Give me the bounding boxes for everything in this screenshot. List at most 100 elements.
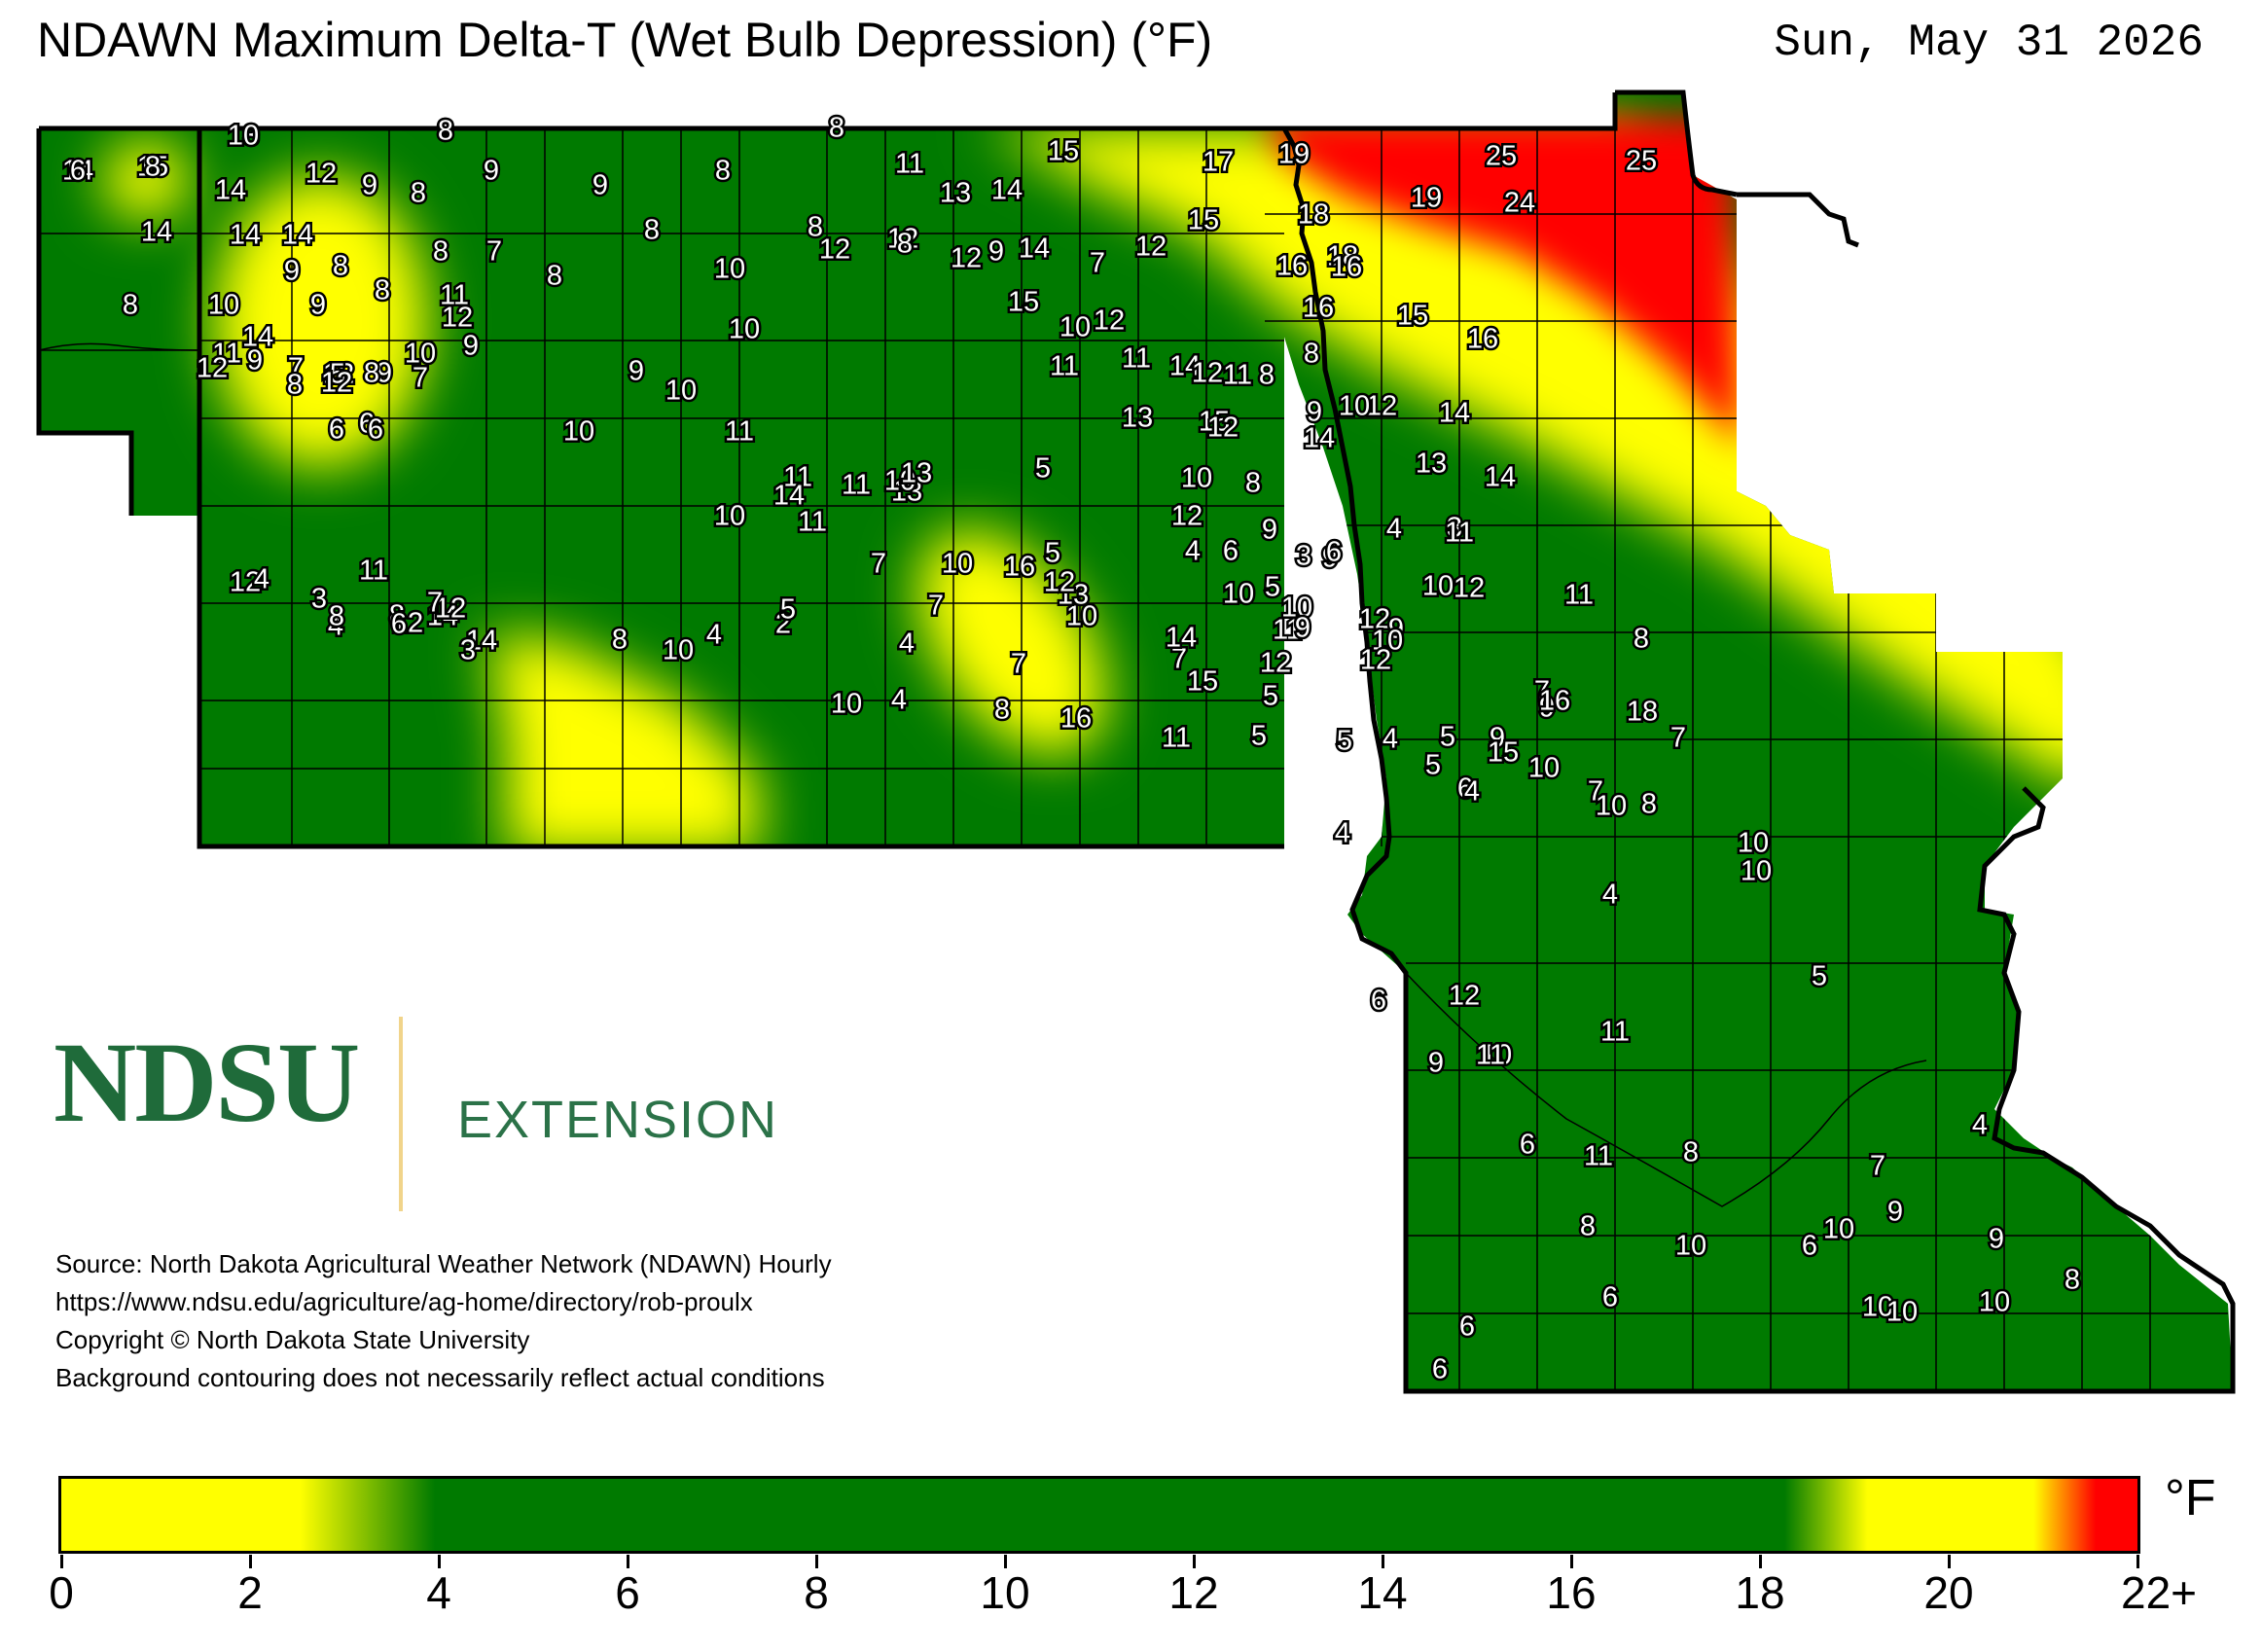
station-value: 10 (663, 635, 694, 666)
station-value: 10 (1481, 1040, 1512, 1071)
station-value: 12 (321, 368, 352, 399)
station-value: 9 (377, 358, 392, 389)
station-value: 12 (887, 224, 918, 255)
station-value: 10 (1862, 1292, 1893, 1323)
station-value: 14 (1485, 462, 1516, 493)
legend-tick (249, 1555, 252, 1568)
station-value: 8 (145, 152, 161, 183)
station-value: 10 (1422, 571, 1454, 602)
legend-tick (60, 1555, 63, 1568)
station-value: 7 (1670, 723, 1686, 754)
station-value: 10 (942, 549, 973, 580)
station-value: 7 (1588, 776, 1603, 808)
station-value: 8 (433, 236, 449, 268)
station-value: 9 (1428, 1048, 1444, 1079)
station-value: 12 (305, 159, 337, 190)
station-value: 10 (714, 254, 745, 285)
station-value: 25 (1626, 146, 1657, 177)
station-value: 3 (311, 584, 327, 615)
station-value: 9 (463, 331, 479, 362)
legend-tick-label: 0 (49, 1567, 74, 1618)
station-value: 9 (284, 256, 300, 287)
station-value: 6 (391, 609, 407, 640)
station-value: 12 (435, 593, 466, 625)
station-value: 9 (592, 170, 608, 201)
station-value: 10 (1372, 626, 1403, 657)
station-value: 9 (1322, 543, 1338, 574)
station-value: 4 (1335, 818, 1350, 849)
station-value: 7 (427, 588, 443, 619)
station-value: 10 (1528, 753, 1560, 784)
station-value: 15 (1048, 136, 1079, 167)
station-value: 13 (901, 458, 932, 489)
station-value: 10 (563, 416, 594, 448)
legend-tick (627, 1555, 629, 1568)
station-value: 16 (1276, 251, 1308, 282)
station-value: 9 (247, 345, 263, 377)
station-value: 5 (780, 594, 796, 626)
station-value: 14 (242, 322, 273, 353)
station-value: 10 (1738, 828, 1769, 859)
legend-tick-label: 12 (1168, 1567, 1219, 1618)
station-value: 12 (197, 353, 228, 384)
station-value: 7 (486, 236, 502, 268)
station-value: 11 (1223, 360, 1252, 391)
station-value: 16 (1539, 686, 1570, 717)
station-value: 14 (62, 156, 93, 187)
station-value: 11 (1162, 723, 1191, 754)
station-value: 6 (1457, 773, 1473, 805)
station-value: 6 (70, 156, 86, 187)
station-value: 8 (808, 212, 823, 243)
legend-tick (1759, 1555, 1762, 1568)
station-value: 12 (1360, 645, 1391, 676)
station-value: 4 (706, 620, 722, 651)
legend-tick (1193, 1555, 1196, 1568)
station-value: 9 (310, 290, 326, 321)
legend-tick-label: 20 (1923, 1567, 1974, 1618)
legend-tick-label: 14 (1357, 1567, 1408, 1618)
station-value: 14 (282, 220, 313, 251)
station-value: 11 (1050, 351, 1079, 382)
station-value: 17 (1203, 147, 1234, 178)
station-value: 12 (951, 243, 982, 274)
station-value: 9 (988, 236, 1004, 268)
station-value: 14 (1304, 423, 1335, 454)
disclaimer-line: Background contouring does not necessari… (55, 1363, 825, 1392)
station-value: 4 (1386, 514, 1402, 545)
source-url: https://www.ndsu.edu/agriculture/ag-home… (55, 1287, 753, 1316)
station-value: 11 (1584, 1141, 1613, 1172)
station-value: 8 (2065, 1265, 2080, 1296)
station-value: 16 (1004, 552, 1035, 583)
station-value: 11 (842, 470, 871, 501)
station-value: 8 (612, 625, 628, 656)
station-value: 10 (665, 376, 697, 407)
station-value: 11 (1273, 615, 1302, 646)
station-value: 13 (1058, 580, 1089, 611)
station-value: 12 (1044, 567, 1075, 598)
station-value: 15 (137, 152, 168, 183)
station-value: 6 (1326, 537, 1342, 568)
station-value: 15 (1188, 205, 1219, 236)
station-value: 12 (230, 567, 261, 598)
station-value: 16 (1303, 293, 1334, 324)
station-value: 10 (884, 466, 916, 497)
logo-wordmark: NDSU (54, 1019, 360, 1146)
legend-tick (1570, 1555, 1573, 1568)
station-value: 18 (1627, 697, 1658, 728)
station-value: 3 (1447, 513, 1462, 544)
station-value: 25 (1486, 141, 1517, 172)
station-value: 8 (1304, 339, 1319, 370)
station-value: 10 (1281, 593, 1312, 624)
station-value: 11 (895, 149, 924, 180)
station-value: 5 (1263, 681, 1278, 712)
station-value: 6 (1459, 1311, 1475, 1343)
station-value: 5 (1440, 722, 1455, 753)
station-value: 14 (1169, 351, 1201, 382)
station-value: 10 (1886, 1297, 1918, 1328)
station-value: 10 (208, 290, 239, 321)
station-value: 8 (411, 178, 426, 209)
station-value: 4 (891, 685, 907, 716)
station-value: 6 (368, 414, 383, 446)
